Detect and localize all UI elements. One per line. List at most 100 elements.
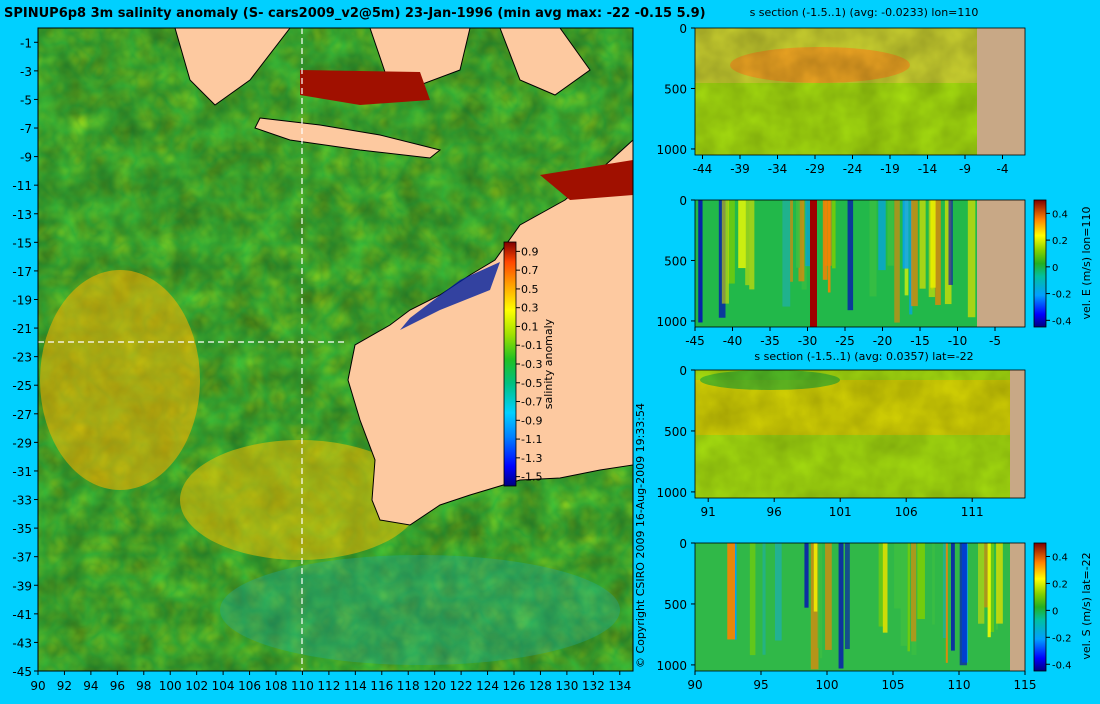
- map-colorbar: 0.9 0.7 0.5 0.3 0.1 -0.1 -0.3 -0.5 -0.7 -0.9 -1.1 -…: [503, 241, 555, 487]
- section4-velocity-stripe: [894, 543, 901, 609]
- section2-x-tick-label: -10: [948, 334, 968, 348]
- section4-velocity-stripe: [932, 543, 935, 625]
- section2-x-tick-label: -15: [910, 334, 930, 348]
- section4-velocity-stripe: [907, 543, 910, 652]
- map-x-tick-label: 94: [83, 679, 98, 693]
- map-x-tick-label: 118: [397, 679, 420, 693]
- section1-x-tick-label: -24: [843, 162, 863, 176]
- map-colorbar-tick-label: -0.3: [521, 358, 542, 371]
- section4-y-axis: 0 500 1000: [656, 537, 695, 673]
- map-land-australia: [347, 138, 634, 526]
- map-land-java: [254, 117, 442, 159]
- section4-x-tick-label: 100: [816, 678, 839, 692]
- section2-colorbar-tick-label: 0.2: [1052, 236, 1068, 247]
- section2-velocity-stripe: [878, 200, 886, 271]
- section1-x-tick-label: -39: [730, 162, 750, 176]
- section4-colorbar-label: vel. S (m/s) lat=-22: [1080, 552, 1093, 659]
- map-y-tick-label: -15: [12, 236, 32, 250]
- section2-land: [977, 200, 1025, 327]
- map-cool-band-south: [220, 555, 620, 665]
- map-y-tick-label: -17: [12, 265, 32, 279]
- map-colorbar-tick-label: -0.5: [521, 377, 542, 390]
- section2-colorbar-tick-label: 0.4: [1052, 209, 1068, 220]
- section2-velocity-stripe: [935, 200, 941, 305]
- section3-y-tick-label: 1000: [656, 486, 687, 500]
- section2-velocity-stripe: [805, 200, 812, 267]
- section4-velocity-stripe: [727, 543, 736, 640]
- map-colorbar-tick-label: -0.7: [521, 396, 542, 409]
- section2-y-tick-label: 500: [664, 254, 687, 268]
- section4-x-tick-label: 115: [1014, 678, 1037, 692]
- map-warm-patch-south: [180, 440, 420, 560]
- section4-velocity-stripe: [882, 543, 888, 633]
- section2-velocity-stripe: [721, 200, 729, 304]
- map-warm-patch-west: [40, 270, 200, 490]
- section1-land: [977, 28, 1025, 155]
- section3-y-tick-label: 500: [664, 425, 687, 439]
- map-x-tick-label: 132: [582, 679, 605, 693]
- section2-strong-jet: [810, 200, 817, 327]
- section2-x-axis: -45 -40 -35 -30 -25 -20 -15 -10 -5: [685, 327, 1001, 348]
- section4-x-tick-label: 90: [687, 678, 702, 692]
- copyright-text: © Copyright CSIRO 2009 16-Aug-2009 19:33…: [634, 403, 647, 668]
- section1-y-tick-label: 1000: [656, 143, 687, 157]
- section4-velocity-stripe: [959, 543, 967, 666]
- section1-x-tick-label: -34: [768, 162, 788, 176]
- section4-velocity-stripe: [813, 543, 818, 612]
- section2-velocity-stripe: [796, 200, 800, 268]
- map-x-tick-label: 104: [212, 679, 235, 693]
- section3-x-tick-label: 96: [767, 505, 782, 519]
- section3-panel: s section (-1.5..1) (avg: 0.0357) lat=-2…: [656, 350, 1026, 519]
- section4-colorbar-tick-label: 0: [1052, 606, 1058, 617]
- map-x-tick-label: 108: [265, 679, 288, 693]
- section1-x-axis: -44 -39 -34 -29 -24 -19 -14 -9 -4: [693, 155, 1008, 176]
- map-y-axis: -1 -3 -5 -7 -9 -11 -13 -15 -17 -19 -21 -23 -25 -27 -29…: [12, 36, 38, 679]
- section2-velocity-stripe: [749, 200, 755, 290]
- section4-velocity-stripe: [984, 543, 989, 608]
- map-x-tick-label: 126: [503, 679, 526, 693]
- section2-x-tick-label: -5: [989, 334, 1001, 348]
- section3-frame: [694, 369, 1026, 499]
- section2-velocity-stripe: [944, 200, 952, 305]
- section3-title: s section (-1.5..1) (avg: 0.0357) lat=-2…: [754, 350, 973, 363]
- section2-colorbar-tick-label: -0.2: [1052, 290, 1072, 301]
- map-colorbar-tick-label: 0.5: [521, 283, 539, 296]
- section4-y-tick-label: 500: [664, 598, 687, 612]
- section4-frame: [694, 542, 1026, 672]
- section4-velocity-stripe: [762, 543, 766, 655]
- section2-velocity-stripe: [745, 200, 750, 286]
- section1-x-tick-label: -9: [959, 162, 971, 176]
- section1-y-axis: 0 500 1000: [656, 22, 695, 157]
- section3-y-axis: 0 500 1000: [656, 364, 695, 500]
- map-y-tick-label: -27: [12, 408, 32, 422]
- map-x-tick-label: 134: [608, 679, 631, 693]
- section1-x-tick-label: -14: [918, 162, 938, 176]
- section1-y-tick-label: 500: [664, 82, 687, 96]
- section4-field: [695, 543, 1010, 671]
- section4-velocity-stripe: [917, 543, 925, 620]
- section2-velocity-stripe: [887, 200, 894, 266]
- map-x-tick-label: 114: [344, 679, 367, 693]
- section2-velocity-stripe: [967, 200, 976, 318]
- section2-velocity-stripe: [790, 200, 793, 282]
- section3-x-tick-label: 111: [961, 505, 984, 519]
- section2-velocity-stripe: [911, 200, 918, 307]
- section2-velocity-stripe: [948, 200, 953, 285]
- section4-velocity-stripe: [819, 543, 823, 659]
- map-colorbar-tick-label: 0.1: [521, 320, 539, 333]
- section2-velocity-stripe: [782, 200, 791, 307]
- map-y-tick-label: -25: [12, 379, 32, 393]
- map-x-tick-label: 106: [238, 679, 261, 693]
- section4-velocity-stripe: [989, 543, 994, 633]
- section2-velocity-stripe: [894, 200, 900, 323]
- map-x-tick-label: 96: [110, 679, 125, 693]
- section4-velocity-stripe: [733, 543, 737, 640]
- section1-frame: [694, 27, 1026, 156]
- section4-panel: 90 95 100 105 110 115 0 500 1000 0.4 0.2 0 -0.2 -0.…: [656, 537, 1093, 692]
- map-colorbar-tick-label: 0.7: [521, 264, 539, 277]
- map-y-tick-label: -1: [20, 36, 32, 50]
- section4-velocity-stripe: [878, 543, 884, 627]
- section4-velocity-stripe: [774, 543, 782, 641]
- section1-title: s section (-1.5..1) (avg: -0.0233) lon=1…: [750, 6, 979, 19]
- map-y-tick-label: -11: [12, 179, 32, 193]
